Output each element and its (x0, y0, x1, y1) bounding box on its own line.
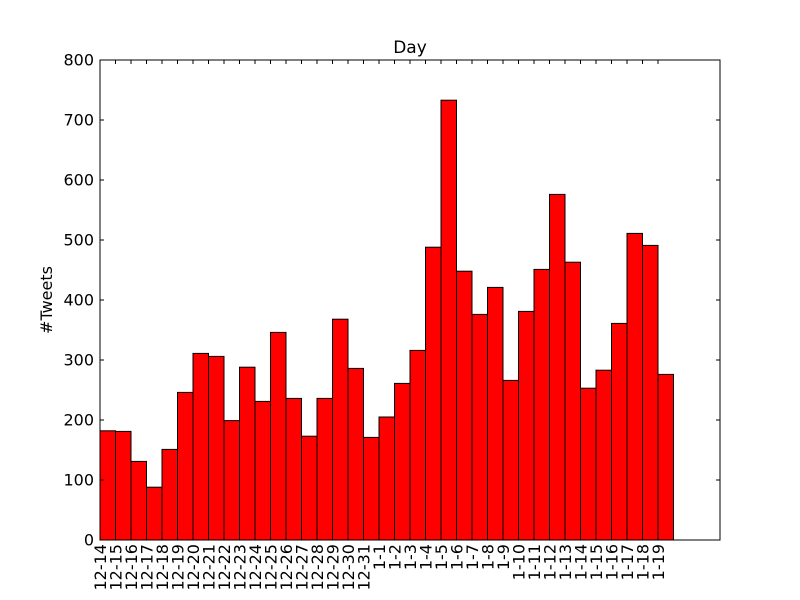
bar-1-19 (657, 373, 674, 541)
x-tick-label: 12-14 (91, 544, 110, 591)
y-tick-label: 600 (63, 171, 94, 190)
bar-1-17 (626, 232, 643, 541)
y-tick-label: 200 (63, 411, 94, 430)
bar-12-20 (192, 352, 209, 541)
bar-12-31 (363, 436, 380, 541)
y-tick-label: 700 (63, 111, 94, 130)
bar-1-12 (549, 193, 566, 541)
y-tick-label: 0 (84, 531, 94, 550)
x-tick-label: 1-5 (432, 544, 451, 570)
plot-frame (99, 59, 721, 541)
x-tick-label: 1-13 (556, 544, 575, 580)
x-tick-label: 1-11 (525, 544, 544, 580)
x-tick-label: 1-17 (618, 544, 637, 580)
bar-1-7 (471, 313, 488, 541)
x-tick-label: 1-7 (463, 544, 482, 570)
bar-12-26 (285, 397, 302, 541)
x-tick-label: 1-15 (587, 544, 606, 580)
bar-1-4 (425, 246, 442, 541)
bar-1-8 (487, 286, 504, 541)
x-tick-label: 1-10 (510, 544, 529, 580)
bar-12-22 (223, 420, 240, 541)
bar-12-25 (270, 331, 287, 541)
x-tick-label: 1-2 (386, 544, 405, 570)
x-tick-label: 1-16 (603, 544, 622, 580)
x-axis: 12-1412-1512-1612-1712-1812-1912-2012-21… (91, 60, 668, 591)
bar-12-16 (130, 460, 147, 541)
chart-title: Day (393, 38, 427, 58)
x-tick-label: 12-30 (339, 544, 358, 591)
bar-12-19 (177, 391, 194, 541)
x-tick-label: 12-22 (215, 544, 234, 591)
bar-12-29 (332, 318, 349, 541)
bar-1-14 (580, 387, 597, 541)
bar-1-6 (456, 270, 473, 541)
y-tick-label: 300 (63, 351, 94, 370)
bar-12-27 (301, 435, 318, 541)
x-tick-label: 1-12 (541, 544, 560, 580)
y-tick-label: 400 (63, 291, 94, 310)
bar-1-1 (378, 416, 395, 541)
x-tick-label: 12-15 (107, 544, 126, 591)
x-tick-label: 1-18 (634, 544, 653, 580)
x-tick-label: 12-31 (355, 544, 374, 591)
y-tick-label: 800 (63, 51, 94, 70)
x-tick-label: 12-29 (324, 544, 343, 591)
bar-12-17 (146, 486, 163, 541)
bar-12-28 (316, 397, 333, 541)
x-tick-label: 1-19 (649, 544, 668, 580)
bars-group (99, 99, 674, 541)
bar-12-24 (254, 400, 271, 541)
x-tick-label: 12-24 (246, 544, 265, 591)
bar-12-15 (115, 430, 132, 541)
bar-1-5 (440, 99, 457, 541)
bar-1-13 (564, 261, 581, 541)
x-tick-label: 12-28 (308, 544, 327, 591)
x-tick-label: 12-20 (184, 544, 203, 591)
x-tick-label: 12-19 (169, 544, 188, 591)
x-tick-label: 12-18 (153, 544, 172, 591)
bar-1-11 (533, 268, 550, 541)
bar-1-16 (611, 322, 628, 541)
y-tick-label: 100 (63, 471, 94, 490)
bar-1-15 (595, 369, 612, 541)
x-tick-label: 1-14 (572, 544, 591, 580)
x-tick-label: 1-8 (479, 544, 498, 570)
y-tick-label: 500 (63, 231, 94, 250)
bar-1-2 (394, 382, 411, 541)
bar-1-10 (518, 310, 535, 541)
x-tick-label: 12-25 (262, 544, 281, 591)
x-tick-label: 1-4 (417, 544, 436, 570)
bar-1-3 (409, 349, 426, 541)
x-tick-label: 12-26 (277, 544, 296, 591)
x-tick-label: 1-3 (401, 544, 420, 570)
bar-12-23 (239, 366, 256, 541)
x-tick-label: 12-27 (293, 544, 312, 591)
x-tick-label: 12-23 (231, 544, 250, 591)
y-axis-label: #Tweets (37, 266, 56, 334)
x-tick-label: 1-9 (494, 544, 513, 570)
x-tick-label: 1-1 (370, 544, 389, 570)
bar-12-14 (99, 430, 116, 541)
bar-1-18 (642, 244, 659, 541)
x-tick-label: 12-17 (138, 544, 157, 591)
bar-1-9 (502, 379, 519, 541)
x-tick-label: 12-21 (200, 544, 219, 591)
bar-12-18 (161, 448, 178, 541)
bar-12-21 (208, 355, 225, 541)
bar-12-30 (347, 367, 364, 541)
x-tick-label: 1-6 (448, 544, 467, 570)
y-axis: 0 100 200 300 400 500 600 700 800 (63, 51, 720, 550)
x-tick-label: 12-16 (122, 544, 141, 591)
